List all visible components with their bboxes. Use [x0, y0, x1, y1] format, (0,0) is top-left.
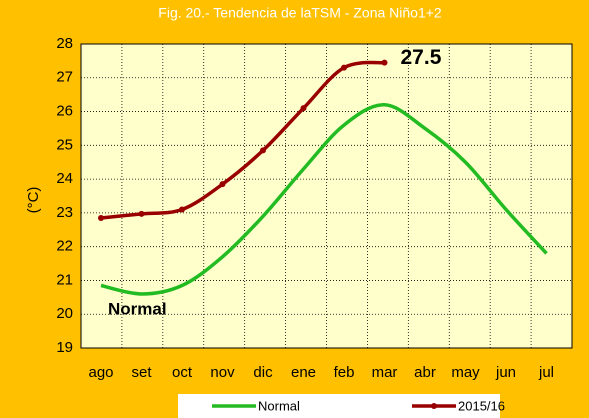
- y-tick-label: 19: [56, 339, 73, 356]
- marker: [300, 105, 307, 112]
- y-tick-label: 20: [56, 305, 73, 322]
- marker: [219, 181, 226, 188]
- legend-marker: [431, 403, 437, 409]
- x-tick-label: feb: [334, 364, 355, 381]
- marker: [260, 147, 266, 154]
- annotation: Normal: [108, 299, 167, 318]
- marker: [98, 214, 104, 221]
- y-tick-label: 22: [56, 238, 73, 255]
- marker: [381, 59, 388, 66]
- x-tick-label: nov: [210, 364, 235, 381]
- plot-area: [80, 43, 573, 349]
- marker: [341, 64, 347, 71]
- y-tick-label: 28: [56, 35, 73, 52]
- x-tick-label: jun: [495, 364, 516, 381]
- chart-title: Fig. 20.- Tendencia de laTSM - Zona Niño…: [158, 5, 442, 21]
- x-tick-label: ene: [291, 364, 316, 381]
- x-tick-label: oct: [172, 364, 193, 381]
- marker: [138, 210, 145, 217]
- legend-label: Normal: [258, 398, 300, 413]
- x-tick-label: set: [131, 364, 152, 381]
- x-tick-label: mar: [372, 364, 398, 381]
- y-tick-label: 23: [56, 204, 73, 221]
- y-tick-label: 26: [56, 103, 73, 120]
- legend-label: 2015/16: [458, 398, 505, 413]
- annotation: 27.5: [401, 46, 442, 69]
- y-tick-label: 27: [56, 69, 73, 86]
- series-line: [100, 60, 385, 220]
- y-axis-label: (°C): [25, 187, 42, 214]
- x-tick-label: jul: [538, 364, 554, 381]
- y-tick-label: 25: [56, 136, 73, 153]
- y-tick-label: 24: [56, 170, 73, 187]
- x-tick-label: ago: [88, 364, 113, 381]
- marker: [179, 206, 185, 213]
- x-tick-label: may: [451, 364, 480, 381]
- x-tick-label: abr: [414, 364, 436, 381]
- series-line: [100, 103, 548, 296]
- y-tick-label: 21: [56, 271, 73, 288]
- x-tick-label: dic: [253, 364, 273, 381]
